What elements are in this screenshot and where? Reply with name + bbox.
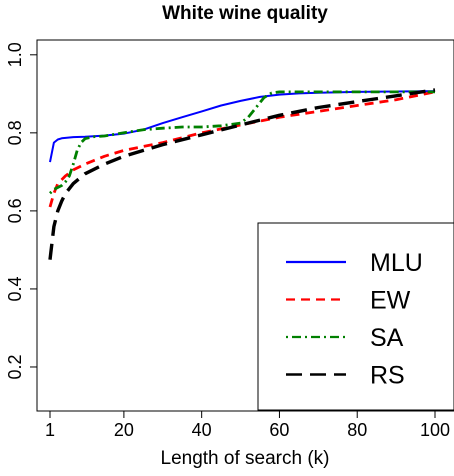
x-axis-label: Length of search (k) — [161, 448, 330, 469]
x-tick-label: 1 — [45, 420, 55, 440]
legend-label-mlu: MLU — [370, 249, 423, 277]
series-layer — [48, 88, 436, 260]
chart-title: White wine quality — [162, 3, 328, 24]
x-tick-label: 60 — [269, 420, 289, 440]
y-tick-label: 0.8 — [5, 120, 25, 145]
series-line-mlu — [49, 90, 436, 163]
legend-label-ew: EW — [370, 287, 411, 315]
y-tick-label: 0.6 — [5, 198, 25, 223]
legend-label-sa: SA — [370, 324, 404, 352]
legend-box — [257, 222, 454, 411]
x-tick-label: 20 — [114, 420, 134, 440]
series-line-sa — [49, 90, 435, 195]
x-axis: 1 20 40 60 80 100 — [45, 411, 450, 440]
series-line-rs — [48, 88, 436, 260]
x-tick-label: 100 — [420, 420, 450, 440]
legend: MLU EW SA RS — [257, 222, 454, 411]
y-tick-label: 0.2 — [5, 354, 25, 379]
plot-area-frame — [36, 39, 454, 412]
legend-label-rs: RS — [370, 362, 405, 390]
y-tick-label: 0.4 — [5, 276, 25, 301]
y-tick-label: 1.0 — [5, 42, 25, 67]
x-tick-label: 80 — [347, 420, 367, 440]
x-tick-label: 40 — [192, 420, 212, 440]
series-line-ew — [48, 90, 436, 208]
y-axis: 0.2 0.4 0.6 0.8 1.0 — [5, 42, 37, 379]
